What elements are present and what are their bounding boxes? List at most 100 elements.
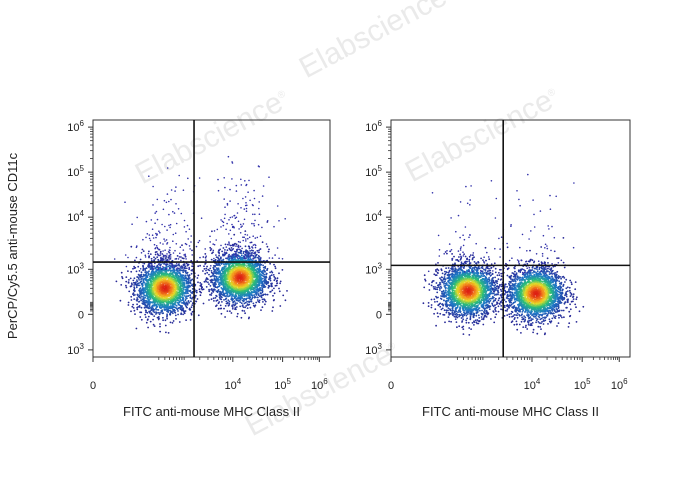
event-dot <box>145 220 148 223</box>
event-dot <box>238 264 240 266</box>
event-dot <box>222 247 225 249</box>
event-dot <box>175 284 178 286</box>
event-dot <box>202 270 204 272</box>
event-dot <box>164 309 166 311</box>
event-dot <box>144 269 147 271</box>
event-dot <box>248 245 251 248</box>
event-dot <box>278 287 280 290</box>
event-dot <box>182 271 185 274</box>
event-dot <box>226 249 229 252</box>
event-dot <box>196 277 199 279</box>
event-dot <box>243 291 245 294</box>
event-dot <box>153 302 156 305</box>
event-dot <box>205 259 207 262</box>
event-dot <box>211 272 214 275</box>
event-dot <box>187 286 190 289</box>
event-dot <box>156 290 159 292</box>
event-dot <box>145 267 148 269</box>
event-dot <box>264 277 266 279</box>
event-dot <box>181 305 183 307</box>
event-dot <box>266 267 269 270</box>
event-dot <box>156 308 158 311</box>
event-dot <box>223 268 225 270</box>
event-dot <box>191 288 194 290</box>
event-dot <box>216 286 219 289</box>
event-dot <box>217 289 220 291</box>
event-dot <box>273 279 276 282</box>
event-dot <box>224 285 227 287</box>
event-dot <box>153 271 155 273</box>
event-dot <box>160 283 162 286</box>
event-dot <box>244 270 246 272</box>
event-dot <box>215 304 218 307</box>
event-dot <box>258 301 261 304</box>
event-dot <box>150 273 153 276</box>
event-dot <box>224 316 227 318</box>
event-dot <box>139 281 142 284</box>
event-dot <box>233 300 236 303</box>
event-dot <box>249 306 252 309</box>
event-dot <box>239 266 242 269</box>
event-dot <box>220 269 223 272</box>
event-dot <box>131 305 134 308</box>
event-dot <box>169 256 172 258</box>
event-dot <box>169 313 172 316</box>
event-dot <box>273 299 275 301</box>
event-dot <box>206 265 209 268</box>
event-dot <box>178 267 180 270</box>
event-dot <box>144 316 147 318</box>
event-dot <box>145 284 148 287</box>
event-dot <box>174 300 177 303</box>
event-dot <box>199 294 202 297</box>
event-dot <box>156 218 159 221</box>
event-dot <box>231 294 234 297</box>
event-dot <box>236 315 239 318</box>
event-dot <box>239 301 242 304</box>
event-dot <box>224 249 226 251</box>
event-dot <box>261 274 264 277</box>
event-dot <box>173 269 176 272</box>
event-dot <box>163 277 166 280</box>
event-dot <box>226 310 229 312</box>
event-dot <box>230 270 233 273</box>
event-dot <box>146 233 149 235</box>
event-dot <box>141 288 144 291</box>
event-dot <box>262 286 265 289</box>
event-dot <box>156 316 159 319</box>
event-dot <box>197 314 200 317</box>
event-dot <box>151 228 154 230</box>
event-dot <box>145 294 147 297</box>
event-dot <box>232 290 235 292</box>
event-dot <box>145 321 148 324</box>
event-dot <box>221 291 224 294</box>
event-dot <box>137 306 140 308</box>
event-dot <box>133 298 136 300</box>
event-dot <box>269 271 271 274</box>
event-dot <box>218 276 220 278</box>
event-dot <box>225 302 228 305</box>
event-dot <box>215 264 218 266</box>
event-dot <box>160 291 163 293</box>
event-dot <box>251 291 254 293</box>
event-dot <box>162 291 165 294</box>
event-dot <box>183 270 186 272</box>
event-dot <box>143 291 146 294</box>
event-dot <box>176 297 179 300</box>
event-dot <box>208 290 211 293</box>
event-dot <box>138 279 141 281</box>
event-dot <box>224 298 227 301</box>
event-dot <box>248 287 251 290</box>
event-dot <box>227 286 230 289</box>
event-dot <box>243 276 246 278</box>
event-dot <box>185 292 187 295</box>
event-dot <box>238 280 240 283</box>
event-dot <box>245 268 248 271</box>
event-dot <box>153 311 156 314</box>
event-dot <box>217 268 220 271</box>
event-dot <box>178 321 181 323</box>
event-dot <box>147 290 150 293</box>
event-dot <box>127 279 130 281</box>
event-dot <box>222 294 225 297</box>
event-dot <box>236 286 239 288</box>
